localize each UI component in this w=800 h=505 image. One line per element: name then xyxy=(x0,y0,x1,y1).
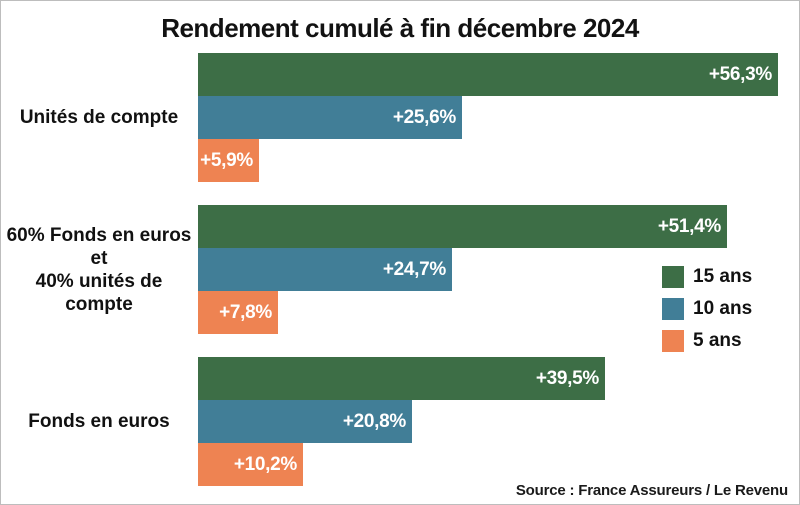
legend-item-5-ans: 5 ans xyxy=(662,330,752,352)
category-label-line: et xyxy=(90,247,108,269)
category-label-unit-s-de-compte: Unités de compte xyxy=(3,53,195,182)
legend-item-10-ans: 10 ans xyxy=(662,298,752,320)
bar-value-label: +39,5% xyxy=(535,367,599,389)
category-label-line: 60% Fonds en euros xyxy=(6,224,192,246)
bar-15-ans-unit-s-de-compte: +56,3% xyxy=(198,53,778,96)
source-credit: Source : France Assureurs / Le Revenu xyxy=(515,482,788,499)
bar-value-label: +7,8% xyxy=(219,301,272,323)
bar-value-label: +56,3% xyxy=(708,63,772,85)
category-label-line: 40% unités de compte xyxy=(35,270,163,315)
bar-value-label: +5,9% xyxy=(200,149,253,171)
legend-label-15-ans: 15 ans xyxy=(693,266,753,287)
bar-5-ans-60-fonds-en-euros: +7,8% xyxy=(198,291,278,334)
bar-15-ans-60-fonds-en-euros: +51,4% xyxy=(198,205,727,248)
bar-value-label: +20,8% xyxy=(342,410,406,432)
category-label-fonds-en-euros: Fonds en euros xyxy=(3,357,195,486)
category-label-line: Unités de compte xyxy=(19,107,179,128)
bar-10-ans-fonds-en-euros: +20,8% xyxy=(198,400,412,443)
bar-10-ans-60-fonds-en-euros: +24,7% xyxy=(198,248,452,291)
bar-value-label: +24,7% xyxy=(382,258,446,280)
category-label-line: Fonds en euros xyxy=(28,411,170,432)
legend-label-5-ans: 5 ans xyxy=(693,330,742,351)
bar-value-label: +25,6% xyxy=(392,106,456,128)
bar-10-ans-unit-s-de-compte: +25,6% xyxy=(198,96,462,139)
legend-swatch-5-ans xyxy=(662,330,684,352)
legend-item-15-ans: 15 ans xyxy=(662,266,752,288)
bar-5-ans-unit-s-de-compte: +5,9% xyxy=(198,139,259,182)
legend-label-10-ans: 10 ans xyxy=(693,298,753,319)
category-label-60-fonds-en-euros: 60% Fonds en euros et 40% unités de compte xyxy=(3,205,195,334)
legend-swatch-10-ans xyxy=(662,298,684,320)
bar-5-ans-fonds-en-euros: +10,2% xyxy=(198,443,303,486)
legend-swatch-15-ans xyxy=(662,266,684,288)
bar-15-ans-fonds-en-euros: +39,5% xyxy=(198,357,605,400)
chart-title: Rendement cumulé à fin décembre 2024 xyxy=(161,13,639,43)
chart-legend: 15 ans 10 ans 5 ans xyxy=(662,266,752,352)
bar-value-label: +10,2% xyxy=(233,453,297,475)
bar-value-label: +51,4% xyxy=(657,215,721,237)
